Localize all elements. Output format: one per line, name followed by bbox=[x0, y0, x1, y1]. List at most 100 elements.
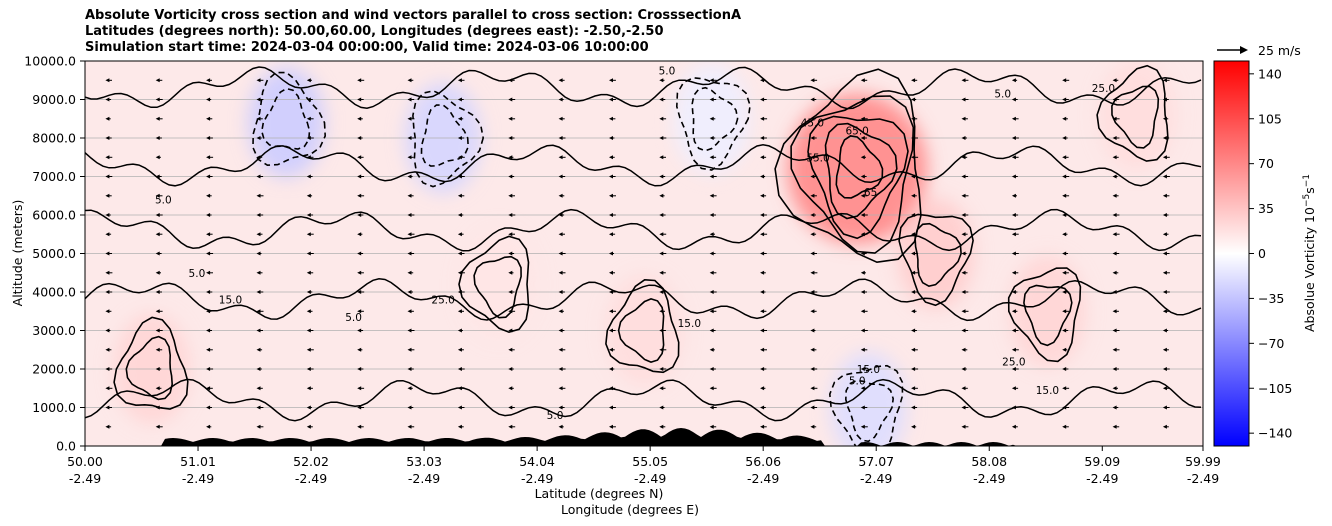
wind-vector-head bbox=[558, 347, 563, 352]
wind-vector-head bbox=[760, 213, 765, 217]
wind-vector-head bbox=[709, 367, 714, 371]
x-tick-label-lon: -2.49 bbox=[973, 471, 1005, 486]
wind-vector-head bbox=[357, 251, 362, 256]
wind-vector-head bbox=[1112, 290, 1117, 294]
wind-vector-head bbox=[1011, 193, 1016, 198]
wind-vector-head bbox=[407, 251, 412, 256]
wind-vector-head bbox=[1162, 386, 1167, 391]
y-tick-label: 9000.0 bbox=[32, 92, 76, 107]
wind-vector-head bbox=[810, 347, 815, 352]
colorbar: 140 105 70 35 0 −35 −70 −105 −140 Absolue Vortic… bbox=[1213, 60, 1317, 447]
wind-vector-head bbox=[860, 213, 865, 217]
x-tick-label-lon: -2.49 bbox=[408, 471, 440, 486]
wind-vector-head bbox=[860, 116, 865, 121]
x-tick-label-lon: -2.49 bbox=[1086, 471, 1118, 486]
wind-vector-head bbox=[457, 424, 462, 429]
wind-vector-head bbox=[1162, 347, 1167, 352]
wind-vector-head bbox=[105, 424, 110, 429]
wind-vector-head bbox=[306, 232, 311, 237]
wind-vector-head bbox=[1162, 136, 1167, 140]
wind-vector-head bbox=[709, 290, 714, 294]
wind-vector-head bbox=[1062, 270, 1067, 275]
wind-vector-head bbox=[206, 136, 211, 140]
wind-vector-head bbox=[609, 116, 613, 121]
wind-vector-head bbox=[911, 424, 916, 429]
wind-vector-head bbox=[155, 78, 160, 83]
wind-vector-head bbox=[155, 116, 160, 121]
wind-vector-head bbox=[860, 270, 865, 275]
colorbar-tick-label: −70 bbox=[1258, 336, 1284, 351]
wind-vector-head bbox=[508, 251, 513, 256]
wind-vector-head bbox=[155, 97, 160, 102]
wind-vector-head bbox=[508, 290, 513, 294]
wind-vector-head bbox=[105, 251, 110, 256]
wind-vector-head bbox=[1062, 78, 1067, 83]
wind-vector-head bbox=[457, 367, 462, 371]
wind-vector-head bbox=[659, 328, 664, 333]
wind-vector-head bbox=[961, 290, 966, 294]
wind-vector-head bbox=[407, 386, 412, 391]
wind-vector-head bbox=[609, 386, 613, 391]
contour-line bbox=[113, 316, 189, 410]
wind-vector-head bbox=[306, 251, 311, 256]
wind-vector-head bbox=[860, 367, 865, 371]
wind-vector-head bbox=[306, 213, 311, 217]
wind-vector-head bbox=[911, 193, 916, 198]
wind-vector-head bbox=[810, 78, 815, 83]
wind-vector-head bbox=[709, 155, 714, 160]
wind-vector-head bbox=[1112, 174, 1117, 179]
wind-vector-head bbox=[911, 386, 916, 391]
wind-vector-head bbox=[306, 97, 311, 102]
wind-vector-head bbox=[810, 328, 815, 333]
contour-band bbox=[85, 278, 1202, 322]
wind-vector-head bbox=[760, 347, 765, 352]
wind-vector-head bbox=[1112, 328, 1117, 333]
wind-vector-head bbox=[911, 97, 916, 102]
wind-vector-head bbox=[105, 193, 110, 198]
wind-vector-head bbox=[508, 193, 513, 198]
wind-vector-head bbox=[911, 270, 916, 275]
wind-vector-head bbox=[911, 290, 916, 294]
wind-vector-head bbox=[508, 367, 513, 371]
wind-vector-head bbox=[206, 97, 211, 102]
wind-vector-head bbox=[306, 78, 311, 83]
colorbar-tick-label: 0 bbox=[1258, 246, 1266, 261]
wind-vector-head bbox=[1062, 328, 1067, 333]
wind-vector-head bbox=[508, 136, 513, 140]
wind-vector-head bbox=[659, 424, 664, 429]
wind-vector-head bbox=[306, 424, 311, 429]
wind-vector-head bbox=[558, 290, 563, 294]
colorbar-tick-label: 70 bbox=[1258, 156, 1274, 171]
x-tick-label-lon: -2.49 bbox=[521, 471, 553, 486]
wind-vector-head bbox=[357, 424, 362, 429]
wind-vector-head bbox=[155, 386, 160, 391]
wind-vector-head bbox=[810, 251, 815, 256]
wind-vector-head bbox=[558, 232, 563, 237]
chart-title-line-3: Simulation start time: 2024-03-04 00:00:… bbox=[85, 40, 649, 55]
wind-vector-head bbox=[609, 136, 613, 140]
wind-vector-head bbox=[709, 309, 714, 314]
wind-vector-head bbox=[1162, 78, 1167, 83]
wind-vector-head bbox=[760, 424, 765, 429]
wind-vector-head bbox=[155, 367, 160, 371]
wind-vector-head bbox=[1011, 270, 1016, 275]
x-tick-label-lat: 59.99 bbox=[1185, 454, 1221, 469]
wind-vector-head bbox=[1062, 386, 1067, 391]
wind-vector-head bbox=[306, 174, 311, 179]
wind-vector-head bbox=[961, 328, 966, 333]
wind-vector-head bbox=[1112, 270, 1117, 275]
contour-line bbox=[617, 298, 665, 363]
wind-vector-head bbox=[1162, 309, 1167, 314]
wind-vector-head bbox=[256, 232, 261, 237]
vorticity-blob bbox=[461, 229, 538, 340]
wind-vector-head bbox=[1062, 290, 1067, 294]
wind-vector-head bbox=[1162, 116, 1167, 121]
wind-vector-head bbox=[206, 347, 211, 352]
contour-band bbox=[85, 208, 1202, 252]
wind-vector-head bbox=[810, 270, 815, 275]
wind-vector-head bbox=[407, 174, 412, 179]
wind-vector-head bbox=[911, 328, 916, 333]
wind-vector-head bbox=[105, 386, 110, 391]
wind-vector-head bbox=[659, 405, 664, 410]
